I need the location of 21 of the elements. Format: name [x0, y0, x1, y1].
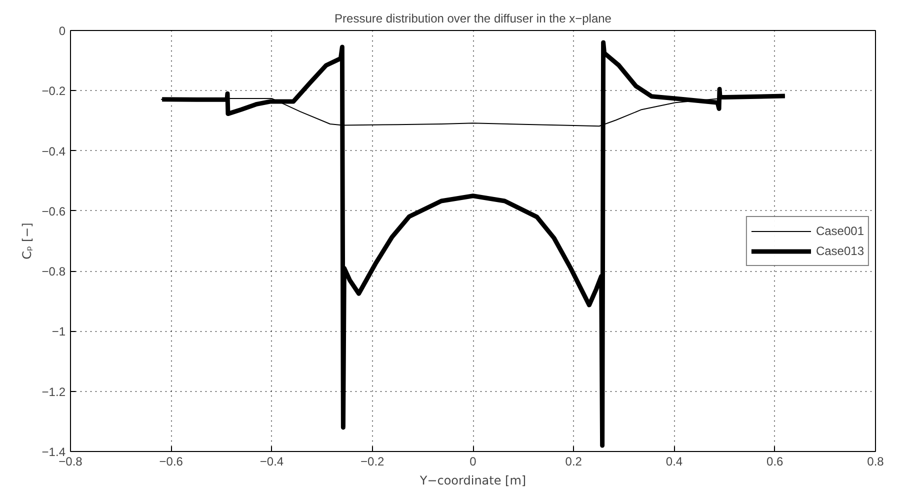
x-tick-label: −0.4 — [260, 454, 284, 468]
legend-label: Case013 — [816, 244, 864, 258]
y-tick-label: −1 — [52, 324, 66, 339]
x-tick-label: 0 — [470, 454, 477, 468]
y-tick-label: −0.2 — [42, 84, 66, 98]
y-tick-label: −1.4 — [42, 445, 66, 459]
x-axis-title: Y−coordinate [m] — [418, 474, 526, 488]
chart-title: Pressure distribution over the diffuser in the x−plane — [334, 12, 612, 26]
legend-label: Case001 — [816, 224, 864, 238]
x-tick-label: −0.6 — [159, 454, 184, 468]
x-tick-label: 0.8 — [867, 454, 884, 468]
y-tick-label: −1.2 — [42, 384, 66, 399]
y-tick-label: 0 — [58, 24, 66, 38]
y-tick-label: −0.8 — [42, 264, 66, 279]
x-tick-label: 0.6 — [766, 454, 784, 468]
y-tick-label: −0.4 — [42, 144, 66, 158]
x-tick-label: −0.2 — [360, 454, 385, 468]
x-tick-label: 0.2 — [565, 454, 582, 468]
x-tick-label: 0.4 — [666, 454, 683, 468]
y-axis-title: Cₚ [−] — [20, 222, 34, 260]
y-tick-label: −0.6 — [42, 204, 66, 218]
